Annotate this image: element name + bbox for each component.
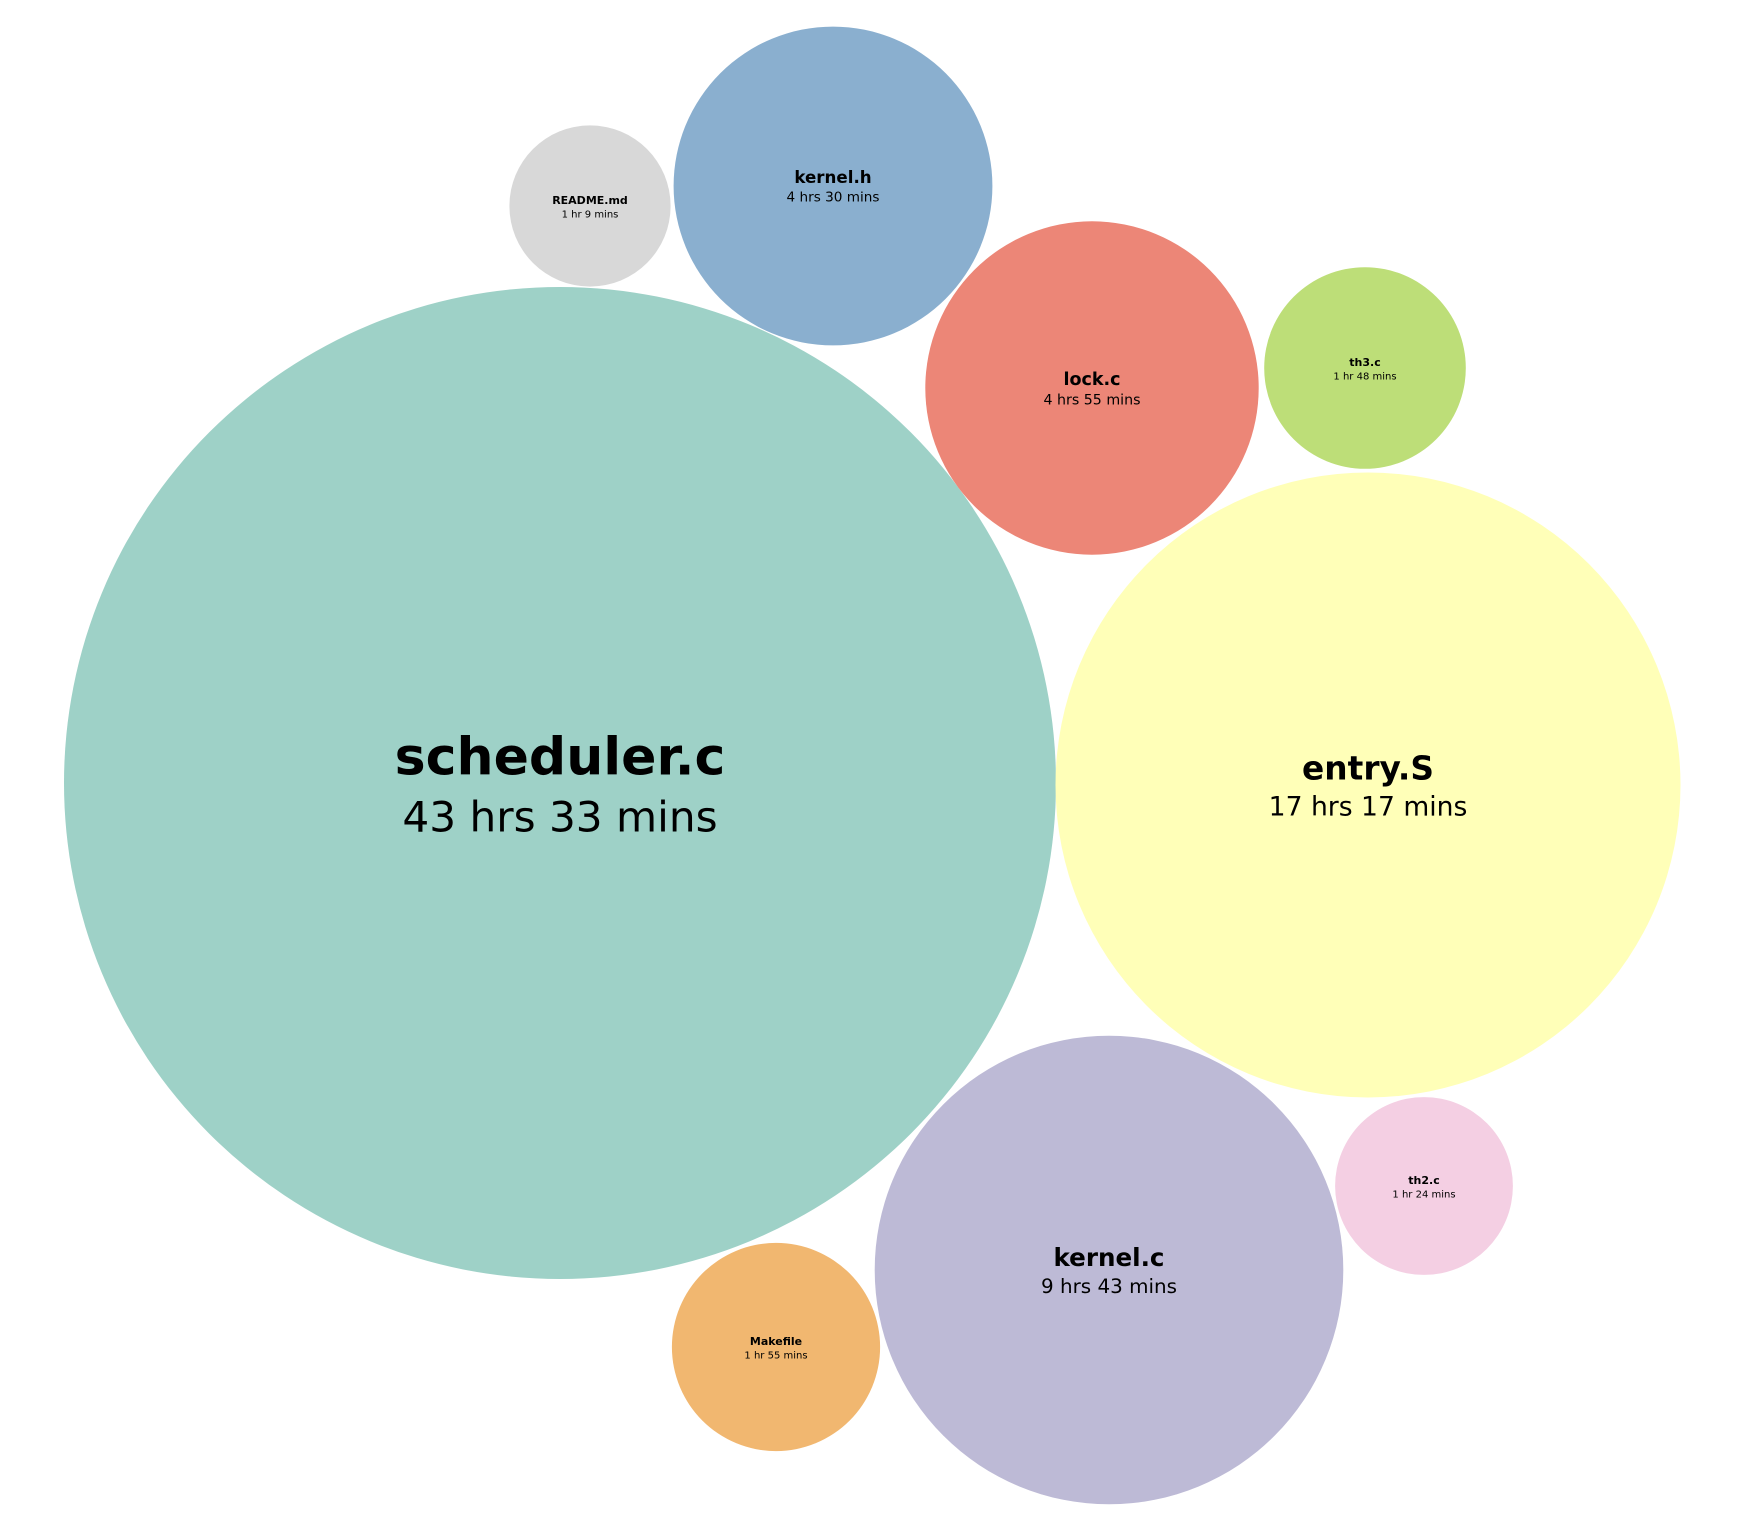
bubble-name-scheduler-c: scheduler.c <box>395 727 726 787</box>
bubble-circle-makefile <box>671 1242 881 1452</box>
bubble-kernel-h: kernel.h 4 hrs 30 mins <box>673 26 993 346</box>
bubble-entry-s: entry.S 17 hrs 17 mins <box>1055 472 1681 1098</box>
bubble-circle-kernel-h <box>673 26 993 346</box>
bubble-readme-md: README.md 1 hr 9 mins <box>509 125 671 287</box>
bubble-makefile: Makefile 1 hr 55 mins <box>671 1242 881 1452</box>
bubble-circle-th2-c <box>1335 1097 1513 1275</box>
bubble-circle-lock-c <box>925 221 1259 555</box>
bubble-duration-th2-c: 1 hr 24 mins <box>1392 1190 1455 1201</box>
bubble-lock-c: lock.c 4 hrs 55 mins <box>925 221 1259 555</box>
bubble-duration-scheduler-c: 43 hrs 33 mins <box>402 793 717 842</box>
bubble-duration-readme-md: 1 hr 9 mins <box>562 210 619 221</box>
bubble-scheduler-c: scheduler.c 43 hrs 33 mins <box>64 287 1056 1279</box>
bubble-th2-c: th2.c 1 hr 24 mins <box>1335 1097 1513 1275</box>
bubble-name-th3-c: th3.c <box>1349 356 1380 369</box>
bubble-circle-th3-c <box>1264 267 1466 469</box>
bubble-circle-kernel-c <box>874 1035 1344 1505</box>
bubble-circle-scheduler-c <box>64 287 1056 1279</box>
bubble-kernel-c: kernel.c 9 hrs 43 mins <box>874 1035 1344 1505</box>
bubble-name-makefile: Makefile <box>750 1335 802 1348</box>
bubble-name-th2-c: th2.c <box>1408 1174 1439 1187</box>
bubble-name-kernel-h: kernel.h <box>794 167 871 187</box>
bubble-duration-kernel-c: 9 hrs 43 mins <box>1041 1275 1177 1298</box>
bubble-name-entry-s: entry.S <box>1302 750 1434 788</box>
bubble-duration-th3-c: 1 hr 48 mins <box>1333 372 1396 383</box>
bubble-circle-readme-md <box>509 125 671 287</box>
bubble-th3-c: th3.c 1 hr 48 mins <box>1264 267 1466 469</box>
bubble-duration-lock-c: 4 hrs 55 mins <box>1044 392 1141 408</box>
bubble-name-kernel-c: kernel.c <box>1053 1243 1164 1272</box>
bubble-duration-kernel-h: 4 hrs 30 mins <box>787 190 880 206</box>
bubble-duration-makefile: 1 hr 55 mins <box>744 1351 807 1362</box>
bubble-name-readme-md: README.md <box>552 194 628 207</box>
bubble-name-lock-c: lock.c <box>1063 370 1120 390</box>
bubble-circle-entry-s <box>1055 472 1681 1098</box>
bubble-duration-entry-s: 17 hrs 17 mins <box>1269 792 1468 823</box>
